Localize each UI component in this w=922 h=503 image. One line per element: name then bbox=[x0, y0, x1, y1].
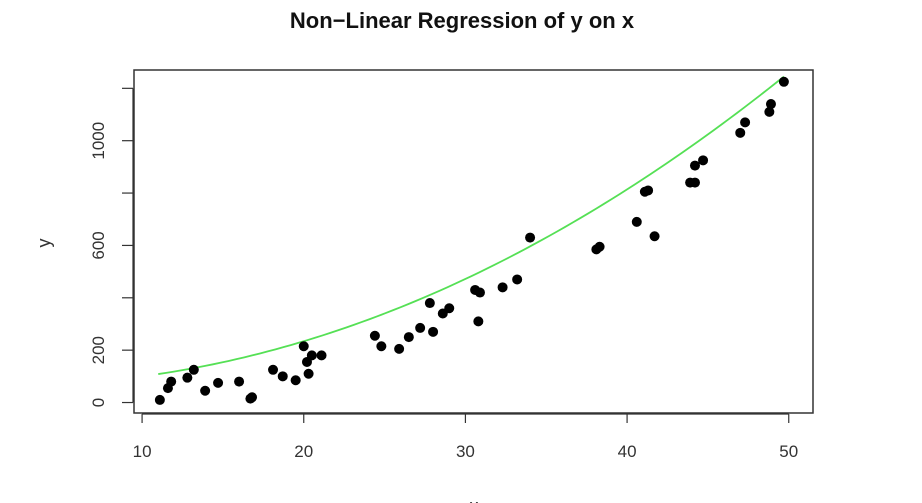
data-point bbox=[200, 385, 211, 396]
chart-title: Non−Linear Regression of y on x bbox=[290, 8, 635, 33]
data-point bbox=[778, 76, 789, 87]
data-point bbox=[303, 368, 314, 379]
x-tick-label: 20 bbox=[294, 442, 313, 461]
data-point bbox=[474, 287, 485, 298]
y-tick-label: 0 bbox=[89, 398, 108, 407]
data-point bbox=[290, 375, 301, 386]
data-point bbox=[764, 106, 775, 117]
y-tick-label: 600 bbox=[89, 231, 108, 259]
x-tick-label: 30 bbox=[456, 442, 475, 461]
x-tick-label: 40 bbox=[618, 442, 637, 461]
data-point bbox=[369, 330, 380, 341]
x-tick-label: 10 bbox=[133, 442, 152, 461]
data-point bbox=[247, 392, 258, 403]
data-point bbox=[213, 377, 224, 388]
data-point bbox=[689, 177, 700, 188]
x-axis: 10 20 30 40 50 bbox=[133, 413, 798, 461]
data-point bbox=[316, 350, 327, 361]
data-point bbox=[740, 117, 751, 128]
data-point bbox=[154, 394, 165, 405]
data-point bbox=[376, 341, 387, 352]
fit-line bbox=[158, 75, 785, 375]
data-point bbox=[428, 326, 439, 337]
data-point bbox=[497, 282, 508, 293]
x-axis-label: x bbox=[470, 496, 479, 503]
data-point bbox=[643, 185, 654, 196]
data-points bbox=[154, 76, 789, 405]
data-point bbox=[394, 343, 405, 354]
data-point bbox=[649, 231, 660, 242]
y-tick-label: 200 bbox=[89, 336, 108, 364]
data-point bbox=[689, 160, 700, 171]
data-point bbox=[182, 372, 193, 383]
data-point bbox=[735, 127, 746, 138]
plot-frame bbox=[133, 69, 814, 414]
y-axis-label: y bbox=[34, 239, 54, 248]
y-axis: 0 200 600 1000 bbox=[89, 87, 134, 407]
x-tick-label: 50 bbox=[779, 442, 798, 461]
data-point bbox=[403, 332, 414, 343]
data-point bbox=[594, 241, 605, 252]
data-point bbox=[631, 216, 642, 227]
data-point bbox=[698, 155, 709, 166]
y-tick-label: 1000 bbox=[89, 122, 108, 160]
data-point bbox=[234, 376, 245, 387]
data-point bbox=[473, 316, 484, 327]
data-point bbox=[166, 376, 177, 387]
data-point bbox=[188, 364, 199, 375]
data-point bbox=[424, 298, 435, 309]
data-point bbox=[298, 341, 309, 352]
data-point bbox=[415, 322, 426, 333]
data-point bbox=[765, 99, 776, 110]
data-point bbox=[444, 303, 455, 314]
data-point bbox=[268, 364, 279, 375]
data-point bbox=[525, 232, 536, 243]
data-point bbox=[277, 371, 288, 382]
data-point bbox=[512, 274, 523, 285]
data-point bbox=[306, 350, 317, 361]
